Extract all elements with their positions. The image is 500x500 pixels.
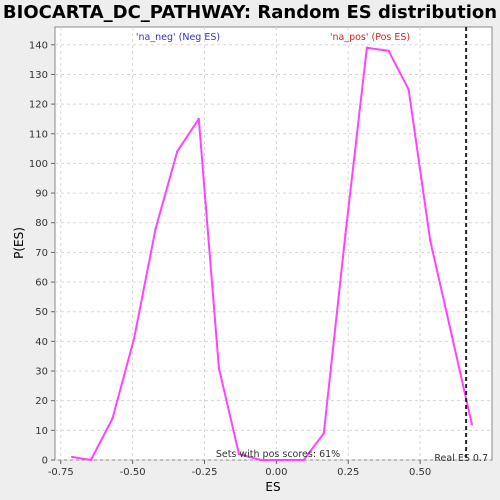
data-point	[407, 88, 410, 91]
y-tick-label: 50	[35, 307, 48, 318]
chart-title: BIOCARTA_DC_PATHWAY: Random ES distribut…	[2, 2, 498, 23]
real-es-label: Real ES 0.7	[434, 453, 488, 464]
data-point	[322, 432, 326, 435]
data-point	[450, 334, 453, 337]
x-tick-label: 0.50	[409, 467, 431, 478]
pos-es-label: 'na_pos' (Pos ES)	[330, 32, 410, 43]
y-tick-label: 60	[35, 278, 48, 289]
y-tick-label: 70	[35, 248, 48, 259]
data-point	[259, 458, 262, 462]
x-axis-label: ES	[265, 480, 280, 494]
grid	[55, 27, 492, 461]
data-point	[111, 417, 114, 420]
y-tick-label: 100	[29, 159, 48, 170]
data-point	[302, 458, 305, 462]
data-point	[217, 366, 221, 370]
data-point	[197, 117, 200, 121]
y-tick-label: 80	[35, 218, 48, 229]
y-tick-label: 30	[35, 367, 48, 378]
x-tick-label: -0.75	[48, 467, 74, 478]
x-tick-label: 0.00	[265, 467, 287, 478]
data-point	[428, 239, 432, 242]
annotations: 'na_neg' (Neg ES) 'na_pos' (Pos ES) Sets w…	[136, 27, 488, 464]
y-tick-label: 90	[35, 189, 48, 200]
data-point	[71, 455, 74, 459]
data-point	[365, 46, 369, 49]
x-tick-label: -0.25	[192, 467, 218, 478]
y-tick-label: 110	[29, 129, 48, 140]
data-point	[344, 233, 347, 236]
sets-pos-scores-label: Sets with pos scores: 61%	[216, 449, 340, 460]
series-line	[72, 46, 473, 461]
data-point	[237, 452, 241, 456]
y-tick-label: 20	[35, 396, 48, 407]
data-point	[470, 423, 474, 426]
x-tick-label: -0.50	[120, 467, 146, 478]
y-tick-label: 120	[29, 100, 48, 111]
data-point	[89, 458, 93, 462]
y-tick-label: 40	[35, 337, 48, 348]
data-point	[175, 150, 179, 153]
data-point	[154, 227, 157, 230]
y-tick-label: 10	[35, 426, 48, 437]
y-tick-label: 0	[42, 456, 48, 467]
x-tick-label: 0.25	[337, 467, 359, 478]
data-point	[132, 337, 136, 340]
ticks: 0 10 20 30 40 50 60 70 80 90 100 110 120 130 140 -0.75 -…	[29, 40, 431, 478]
data-point	[280, 458, 284, 462]
data-point	[387, 49, 390, 52]
y-tick-label: 140	[29, 40, 48, 51]
y-tick-label: 130	[29, 70, 48, 81]
series-layer	[71, 46, 474, 462]
y-axis-label: P(ES)	[12, 227, 26, 259]
plot-area	[54, 26, 493, 461]
neg-es-label: 'na_neg' (Neg ES)	[136, 32, 220, 43]
